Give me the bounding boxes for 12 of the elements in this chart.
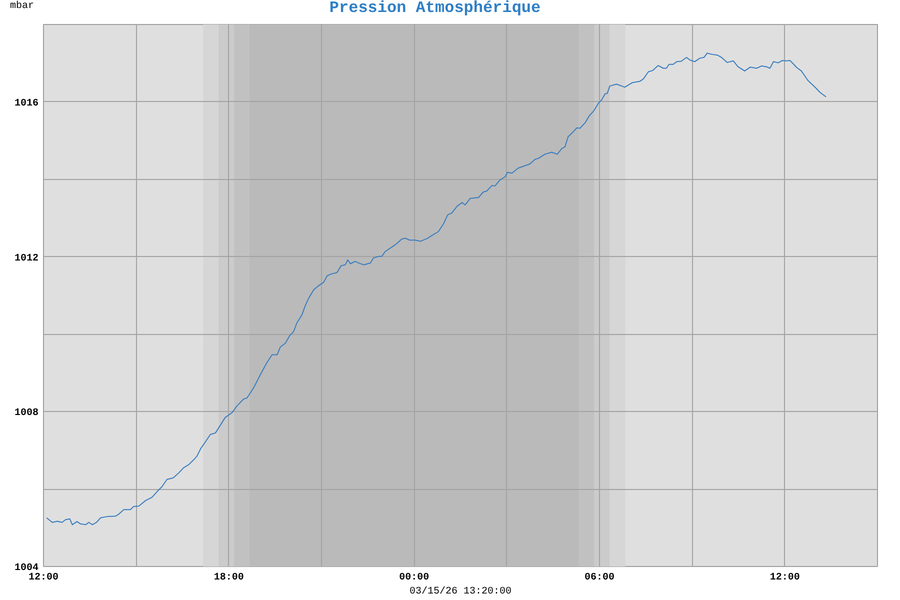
y-tick-label: 1004 [14,563,39,574]
y-axis-title: mbar [10,1,34,13]
y-tick-label: 1016 [14,98,39,110]
y-tick-label: 1008 [14,408,39,420]
x-tick-label: 06:00 [584,572,615,584]
x-tick-label: 18:00 [214,572,244,584]
chart-title: Pression Atmosphérique [329,0,541,17]
x-tick-label: 00:00 [399,572,430,584]
x-axis-title: 03/15/26 13:20:00 [409,586,512,598]
y-tick-label: 1012 [14,253,39,264]
x-tick-label: 12:00 [770,572,800,584]
x-tick-label: 12:00 [28,572,59,584]
